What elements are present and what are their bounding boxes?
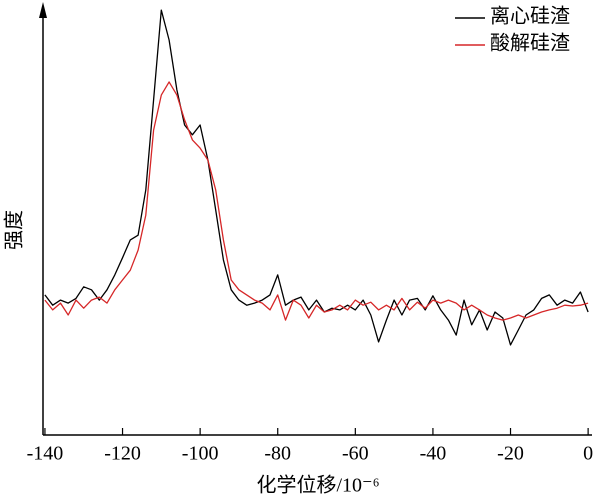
series-line	[44, 9, 589, 346]
y-axis-label: 强度	[3, 210, 26, 250]
x-tick-label: -80	[264, 443, 291, 465]
x-tick-label: 0	[583, 443, 593, 465]
x-tick-label: -40	[420, 443, 447, 465]
x-tick-label: -140	[27, 443, 64, 465]
legend-label: 酸解硅渣	[490, 32, 570, 55]
x-tick-label: -120	[104, 443, 141, 465]
x-tick-label: -60	[342, 443, 369, 465]
series-line	[44, 81, 589, 321]
x-tick-label: -20	[497, 443, 524, 465]
legend-label: 离心硅渣	[490, 5, 570, 28]
y-axis-arrow	[39, 2, 47, 18]
x-tick-label: -100	[182, 443, 219, 465]
x-axis-label: 化学位移/10⁻⁶	[256, 474, 379, 497]
